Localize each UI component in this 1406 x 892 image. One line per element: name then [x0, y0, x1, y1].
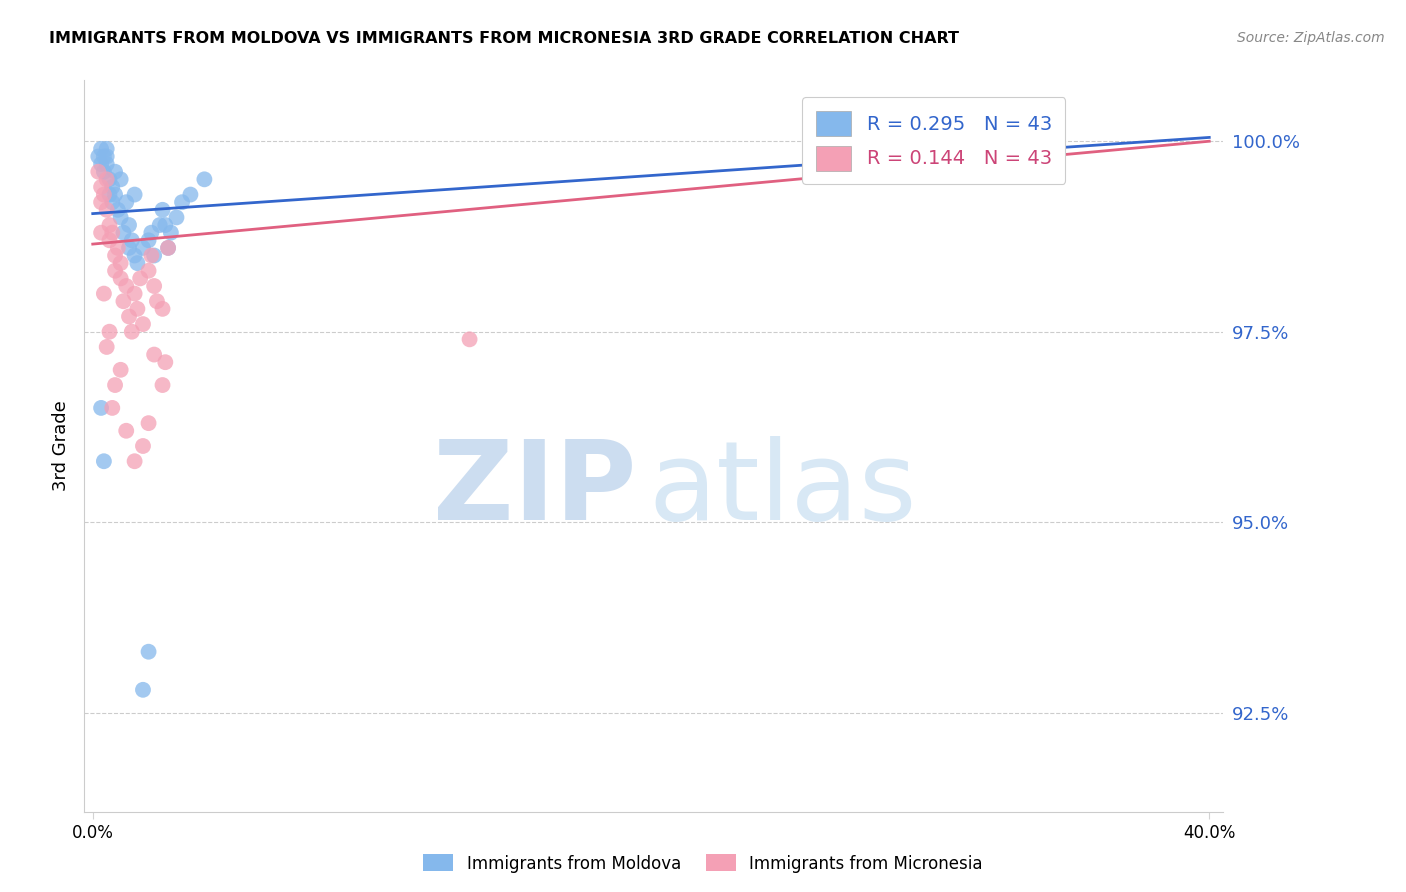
Point — [90, 157, 112, 171]
Point — [141, 226, 163, 240]
Point — [155, 355, 177, 369]
Point — [90, 180, 112, 194]
Point — [121, 325, 143, 339]
Point — [90, 226, 112, 240]
Point — [152, 202, 174, 217]
Point — [104, 187, 127, 202]
Point — [132, 317, 155, 331]
Point — [112, 226, 135, 240]
Point — [115, 279, 138, 293]
Point — [96, 172, 118, 186]
Point — [118, 218, 141, 232]
Y-axis label: 3rd Grade: 3rd Grade — [52, 401, 70, 491]
Point — [138, 233, 160, 247]
Point — [98, 233, 121, 247]
Point — [149, 218, 172, 232]
Point — [96, 142, 118, 156]
Point — [104, 264, 127, 278]
Point — [101, 195, 124, 210]
Point — [87, 149, 110, 163]
Point — [146, 294, 169, 309]
Point — [96, 202, 118, 217]
Point — [98, 187, 121, 202]
Point — [110, 363, 132, 377]
Point — [121, 233, 143, 247]
Point — [127, 256, 149, 270]
Point — [458, 332, 481, 346]
Point — [157, 241, 180, 255]
Point — [138, 264, 160, 278]
Point — [110, 211, 132, 225]
Point — [132, 682, 155, 697]
Point — [118, 310, 141, 324]
Point — [107, 202, 129, 217]
Point — [132, 241, 155, 255]
Point — [118, 241, 141, 255]
Point — [152, 301, 174, 316]
Point — [101, 401, 124, 415]
Point — [143, 248, 166, 262]
Point — [170, 195, 193, 210]
Point — [193, 172, 215, 186]
Point — [110, 256, 132, 270]
Point — [160, 226, 183, 240]
Point — [143, 279, 166, 293]
Point — [124, 454, 146, 468]
Point — [90, 142, 112, 156]
Point — [127, 301, 149, 316]
Point — [104, 378, 127, 392]
Point — [104, 248, 127, 262]
Point — [96, 157, 118, 171]
Point — [112, 294, 135, 309]
Legend: R = 0.295   N = 43, R = 0.144   N = 43: R = 0.295 N = 43, R = 0.144 N = 43 — [803, 97, 1066, 185]
Point — [96, 149, 118, 163]
Point — [90, 401, 112, 415]
Point — [98, 218, 121, 232]
Point — [152, 378, 174, 392]
Point — [138, 645, 160, 659]
Point — [129, 271, 152, 285]
Point — [87, 164, 110, 178]
Point — [138, 416, 160, 430]
Point — [96, 340, 118, 354]
Point — [179, 187, 201, 202]
Point — [101, 226, 124, 240]
Point — [124, 248, 146, 262]
Point — [155, 218, 177, 232]
Point — [110, 172, 132, 186]
Point — [115, 424, 138, 438]
Text: Source: ZipAtlas.com: Source: ZipAtlas.com — [1237, 31, 1385, 45]
Point — [157, 241, 180, 255]
Point — [98, 172, 121, 186]
Point — [93, 454, 115, 468]
Text: IMMIGRANTS FROM MOLDOVA VS IMMIGRANTS FROM MICRONESIA 3RD GRADE CORRELATION CHAR: IMMIGRANTS FROM MOLDOVA VS IMMIGRANTS FR… — [49, 31, 959, 46]
Point — [93, 286, 115, 301]
Point — [132, 439, 155, 453]
Legend: Immigrants from Moldova, Immigrants from Micronesia: Immigrants from Moldova, Immigrants from… — [416, 847, 990, 880]
Point — [93, 187, 115, 202]
Point — [143, 347, 166, 361]
Point — [101, 180, 124, 194]
Point — [93, 149, 115, 163]
Point — [166, 211, 188, 225]
Point — [115, 195, 138, 210]
Point — [107, 241, 129, 255]
Text: ZIP: ZIP — [433, 436, 637, 543]
Point — [98, 325, 121, 339]
Point — [141, 248, 163, 262]
Text: atlas: atlas — [648, 436, 917, 543]
Point — [835, 134, 858, 148]
Point — [104, 164, 127, 178]
Point — [93, 164, 115, 178]
Point — [110, 271, 132, 285]
Point — [124, 286, 146, 301]
Point — [124, 187, 146, 202]
Point — [90, 195, 112, 210]
